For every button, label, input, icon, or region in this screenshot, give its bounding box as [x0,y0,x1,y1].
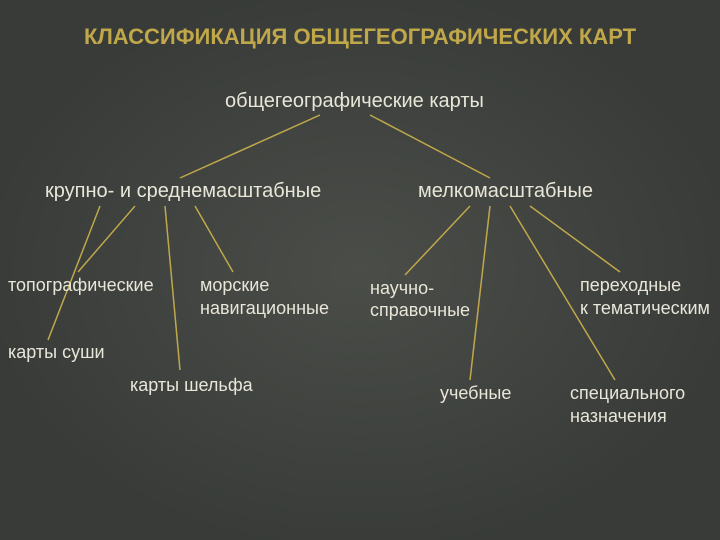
node-root: общегеографические карты [225,90,484,113]
node-marine-1: морские [200,275,269,296]
connector-lines [0,0,720,540]
node-scientific-2: справочные [370,300,470,321]
node-large-medium: крупно- и среднемасштабные [45,180,321,203]
node-marine-2: навигационные [200,298,329,319]
node-land-maps: карты суши [8,342,105,363]
node-educational: учебные [440,383,511,404]
node-transitional-2: к тематическим [580,298,710,319]
node-scientific-1: научно- [370,278,434,299]
diagram-stage: КЛАССИФИКАЦИЯ ОБЩЕГЕОГРАФИЧЕСКИХ КАРТ об… [0,0,720,540]
diagram-title: КЛАССИФИКАЦИЯ ОБЩЕГЕОГРАФИЧЕСКИХ КАРТ [0,24,720,50]
node-topographic: топографические [8,275,154,296]
node-small-scale: мелкомасштабные [418,180,593,203]
node-special-2: назначения [570,406,667,427]
node-shelf-maps: карты шельфа [130,375,253,396]
node-special-1: специального [570,383,685,404]
node-transitional-1: переходные [580,275,681,296]
